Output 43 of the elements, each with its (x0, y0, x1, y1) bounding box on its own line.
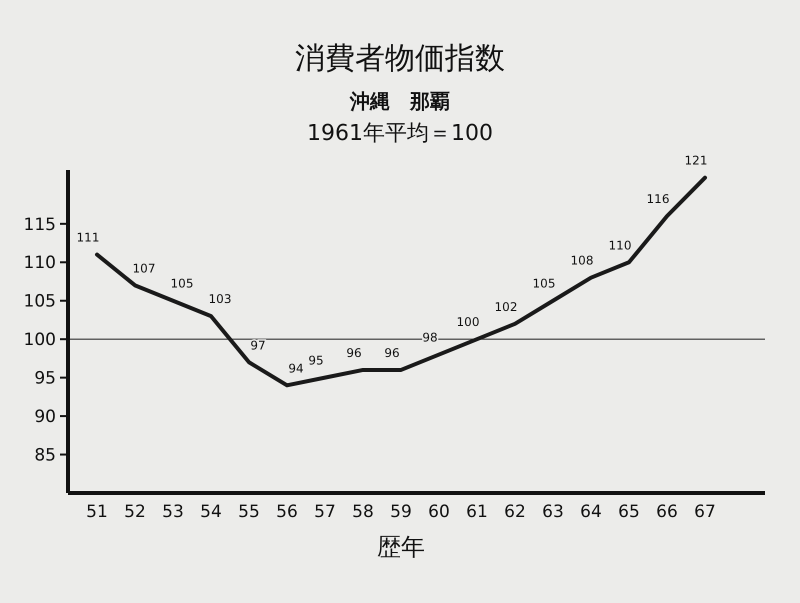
data-label: 102 (494, 300, 518, 314)
data-label: 108 (570, 254, 594, 268)
y-tick-label: 105 (24, 292, 56, 312)
y-tick-label: 90 (34, 407, 56, 428)
data-label: 96 (346, 346, 362, 360)
data-label: 94 (288, 361, 304, 376)
x-tick-label: 53 (162, 502, 184, 522)
x-axis-title: 歴年 (377, 533, 425, 561)
data-label: 103 (208, 292, 232, 306)
x-tick-label: 62 (504, 502, 526, 522)
y-tick-label: 95 (34, 368, 56, 389)
chart-title: 消費者物価指数 (295, 41, 505, 76)
y-tick-label: 115 (24, 214, 56, 235)
data-label: 100 (456, 315, 480, 330)
x-tick-label: 67 (694, 502, 716, 522)
data-label: 107 (132, 261, 156, 276)
x-tick-label: 63 (542, 502, 564, 522)
x-tick-label: 56 (276, 502, 298, 522)
x-tick-label: 61 (466, 502, 488, 522)
x-tick-label: 52 (124, 502, 146, 522)
x-tick-label: 65 (618, 502, 640, 522)
x-tick-label: 64 (580, 502, 602, 522)
y-tick-label: 110 (24, 253, 56, 274)
data-label: 111 (76, 230, 100, 245)
data-label: 116 (646, 192, 670, 206)
data-label: 96 (384, 346, 400, 360)
x-tick-label: 60 (428, 502, 450, 522)
x-tick-label: 57 (314, 502, 336, 522)
x-tick-label: 55 (238, 502, 260, 522)
x-tick-label: 51 (86, 502, 108, 522)
data-label: 110 (608, 238, 632, 252)
x-tick-label: 54 (200, 502, 222, 522)
chart-subtitle: 沖縄 那覇 1961年平均＝100 (307, 89, 493, 146)
data-label: 105 (170, 276, 194, 291)
x-tick-label: 58 (352, 502, 374, 522)
x-tick-label: 59 (390, 502, 412, 522)
data-label: 121 (684, 154, 708, 168)
y-tick-label: 85 (34, 446, 56, 466)
data-label: 95 (308, 354, 324, 368)
data-label: 97 (250, 338, 266, 352)
y-tick-label: 100 (24, 330, 56, 350)
x-tick-label: 66 (656, 502, 678, 522)
data-label: 105 (532, 276, 556, 291)
